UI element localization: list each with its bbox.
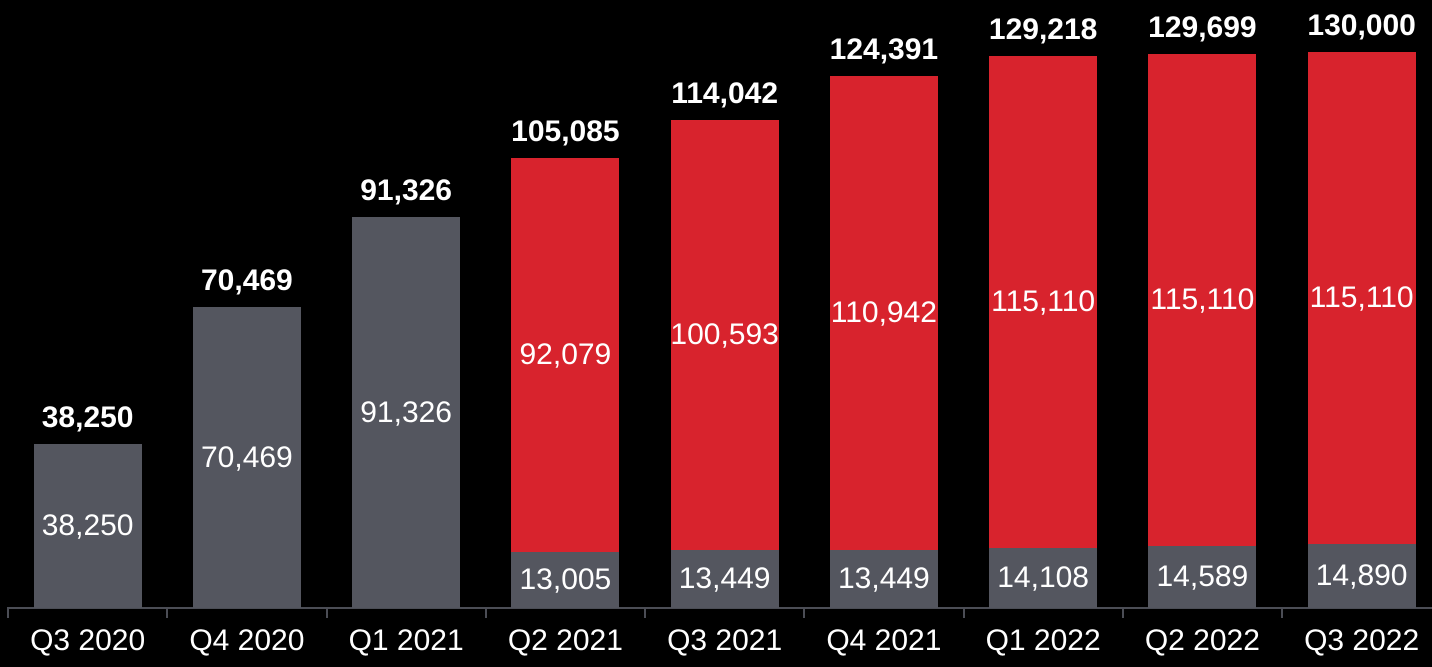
gray-segment: 14,108	[989, 548, 1098, 608]
red-segment: 100,593	[670, 120, 779, 550]
gray-segment-value: 13,449	[678, 562, 771, 595]
red-segment-value: 110,942	[830, 296, 937, 329]
bar-q4-2020: 70,469	[192, 307, 301, 608]
total-label: 130,000	[1307, 9, 1416, 42]
gray-segment: 70,469	[192, 307, 301, 608]
x-axis-label: Q3 2022	[1304, 624, 1420, 657]
x-axis-tick	[325, 607, 328, 618]
gray-segment-value: 70,469	[200, 440, 293, 474]
total-label: 38,250	[41, 401, 134, 434]
x-axis-label: Q1 2021	[348, 624, 464, 657]
red-segment: 115,110	[989, 56, 1098, 548]
x-axis-tick	[1121, 607, 1124, 618]
gray-segment-value: 13,449	[837, 562, 930, 595]
red-segment-value: 92,079	[519, 338, 612, 371]
red-segment-value: 115,110	[1150, 283, 1255, 316]
gray-segment-value: 13,005	[519, 563, 612, 596]
gray-segment: 14,589	[1148, 546, 1257, 608]
gray-segment-value: 14,589	[1156, 560, 1249, 593]
bar-q4-2021: 110,942 13,449	[829, 76, 938, 608]
total-label: 91,326	[360, 174, 452, 207]
x-axis-label: Q4 2021	[826, 624, 942, 657]
total-label: 105,085	[511, 115, 620, 148]
x-axis-label: Q1 2022	[985, 624, 1101, 657]
x-axis-label: Q2 2021	[507, 624, 623, 657]
red-segment: 115,110	[1148, 54, 1257, 546]
gray-segment-value: 14,108	[997, 561, 1089, 594]
gray-segment-value: 38,250	[41, 509, 134, 542]
x-axis-tick	[166, 607, 169, 618]
red-segment-value: 115,110	[1309, 281, 1414, 314]
x-axis-tick	[803, 607, 806, 618]
red-segment: 115,110	[1307, 52, 1416, 544]
gray-segment: 13,005	[511, 552, 620, 608]
total-label: 114,042	[671, 77, 779, 110]
bar-q1-2021: 91,326	[352, 217, 461, 608]
total-label: 129,699	[1148, 11, 1257, 44]
gray-segment: 38,250	[33, 444, 142, 608]
x-axis-tick	[962, 607, 965, 618]
total-label: 124,391	[829, 33, 939, 66]
gray-segment: 14,890	[1307, 544, 1416, 608]
red-segment: 92,079	[511, 158, 620, 552]
gray-segment: 91,326	[352, 217, 461, 608]
x-axis-tick	[7, 607, 9, 618]
total-label: 70,469	[200, 264, 293, 297]
x-axis-label: Q2 2022	[1144, 624, 1260, 657]
x-axis-tick	[1281, 607, 1283, 618]
gray-segment: 13,449	[829, 550, 938, 608]
gray-segment: 13,449	[670, 550, 779, 608]
bar-q3-2021: 100,593 13,449	[670, 120, 779, 608]
bar-q3-2022: 115,110 14,890	[1307, 52, 1416, 608]
x-axis-label: Q3 2021	[667, 624, 783, 657]
gray-segment-value: 14,890	[1315, 559, 1408, 592]
bar-q1-2022: 115,110 14,108	[989, 56, 1098, 608]
total-label: 129,218	[988, 13, 1098, 46]
x-axis-line	[8, 607, 1432, 609]
bar-q2-2022: 115,110 14,589	[1148, 54, 1257, 608]
red-segment: 110,942	[829, 76, 938, 550]
x-axis-tick	[484, 607, 487, 618]
x-axis-label: Q3 2020	[30, 624, 146, 657]
red-segment-value: 100,593	[670, 318, 779, 351]
x-axis-tick	[644, 607, 646, 618]
bar-q2-2021: 92,079 13,005	[511, 158, 620, 608]
red-segment-value: 115,110	[991, 285, 1096, 318]
x-axis-label: Q4 2020	[189, 624, 305, 657]
gray-segment-value: 91,326	[360, 395, 452, 429]
bar-q3-2020: 38,250	[33, 444, 142, 608]
